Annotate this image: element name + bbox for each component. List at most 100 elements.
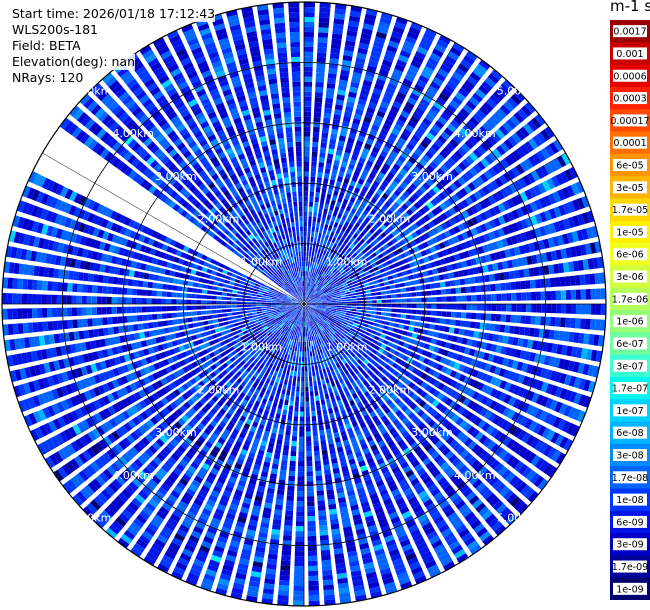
ray-bin <box>487 264 494 272</box>
ray-bin <box>321 254 325 260</box>
ray-bin <box>458 395 467 404</box>
ray-bin <box>472 148 483 159</box>
ray-bin <box>502 335 509 344</box>
ray-bin <box>317 289 323 294</box>
ray-bin <box>308 565 318 572</box>
ray-bin <box>480 157 490 168</box>
ray-bin <box>361 337 367 343</box>
ray-bin <box>489 94 501 105</box>
ray-bin <box>346 545 357 553</box>
ray-bin <box>304 196 308 202</box>
ray-bin <box>371 296 377 300</box>
ray-bin <box>306 305 312 308</box>
ray-bin <box>337 273 343 279</box>
ray-bin <box>210 490 220 498</box>
ray-bin <box>414 130 424 139</box>
ray-40 <box>306 305 566 465</box>
ray-bin <box>422 182 431 190</box>
ray-bin <box>341 434 348 442</box>
ray-bin <box>295 325 299 331</box>
ray-bin <box>433 380 441 388</box>
ray-bin <box>378 184 386 192</box>
ray-bin <box>361 552 372 560</box>
ray-bin <box>249 575 261 583</box>
ray-bin <box>411 192 420 201</box>
ray-bin <box>285 338 289 344</box>
ray-bin <box>578 394 587 407</box>
ray-bin <box>344 350 350 356</box>
ray-bin <box>561 304 567 314</box>
ray-bin <box>327 263 332 269</box>
ray-bin <box>398 413 406 421</box>
ray-bin <box>317 344 322 350</box>
ray-bin <box>450 119 460 129</box>
ray-bin <box>559 373 567 384</box>
ray-bin <box>309 196 314 202</box>
ray-bin <box>454 382 463 391</box>
ray-54 <box>304 306 398 595</box>
ray-bin <box>304 246 307 252</box>
ray-bin <box>421 310 427 315</box>
ray-bin <box>362 169 369 176</box>
ray-bin <box>309 294 313 299</box>
ray-bin <box>321 233 326 240</box>
ray-bin <box>267 483 276 490</box>
ray-bin <box>424 559 437 569</box>
ray-bin <box>304 126 311 132</box>
ray-bin <box>321 559 332 566</box>
ray-bin <box>367 576 379 584</box>
ray-bin <box>306 301 312 303</box>
ray-bin <box>322 574 333 581</box>
ray-bin <box>259 527 269 534</box>
ray-bin <box>286 390 291 396</box>
ray-bin <box>343 330 349 335</box>
ray-bin <box>373 204 380 212</box>
ray-bin <box>308 271 311 277</box>
ray-bin <box>284 515 293 521</box>
ray-bin <box>296 496 304 502</box>
ray-bin <box>305 286 307 292</box>
ray-bin <box>393 278 400 284</box>
ray-bin <box>344 480 353 487</box>
ray-bin <box>362 79 373 87</box>
ray-bin <box>410 500 421 510</box>
ray-bin <box>403 40 415 50</box>
ray-bin <box>348 494 357 502</box>
ray-bin <box>409 320 416 326</box>
ray-bin <box>234 577 246 585</box>
ray-bin <box>395 234 402 242</box>
ray-bin <box>314 294 320 298</box>
ray-bin <box>306 251 309 257</box>
ray-bin <box>385 270 392 276</box>
ray-bin <box>335 395 341 402</box>
ray-bin <box>356 309 362 313</box>
ray-bin <box>566 422 576 435</box>
ray-bin <box>560 290 567 300</box>
ray-bin <box>300 341 302 347</box>
ray-bin <box>443 408 452 417</box>
ray-bin <box>444 220 452 228</box>
ray-bin <box>384 436 393 444</box>
ray-bin <box>590 349 598 362</box>
ray-bin <box>580 289 586 300</box>
ray-bin <box>337 223 343 230</box>
ray-bin <box>440 340 447 348</box>
ray-bin <box>556 304 562 314</box>
ray-bin <box>321 305 327 308</box>
ray-bin <box>294 551 304 557</box>
ray-bin <box>513 111 525 124</box>
ray-bin <box>413 445 422 454</box>
ray-bin <box>545 316 551 326</box>
ray-bin <box>366 457 375 464</box>
ray-bin <box>408 64 420 74</box>
ray-bin <box>446 304 452 310</box>
ray-bin <box>315 355 319 361</box>
ray-bin <box>366 304 372 307</box>
ray-bin <box>404 379 412 386</box>
ray-bin <box>268 363 274 369</box>
ray-bin <box>452 428 462 437</box>
ray-bin <box>283 530 293 536</box>
ray-bin <box>563 438 574 451</box>
ray-bin <box>570 424 580 437</box>
